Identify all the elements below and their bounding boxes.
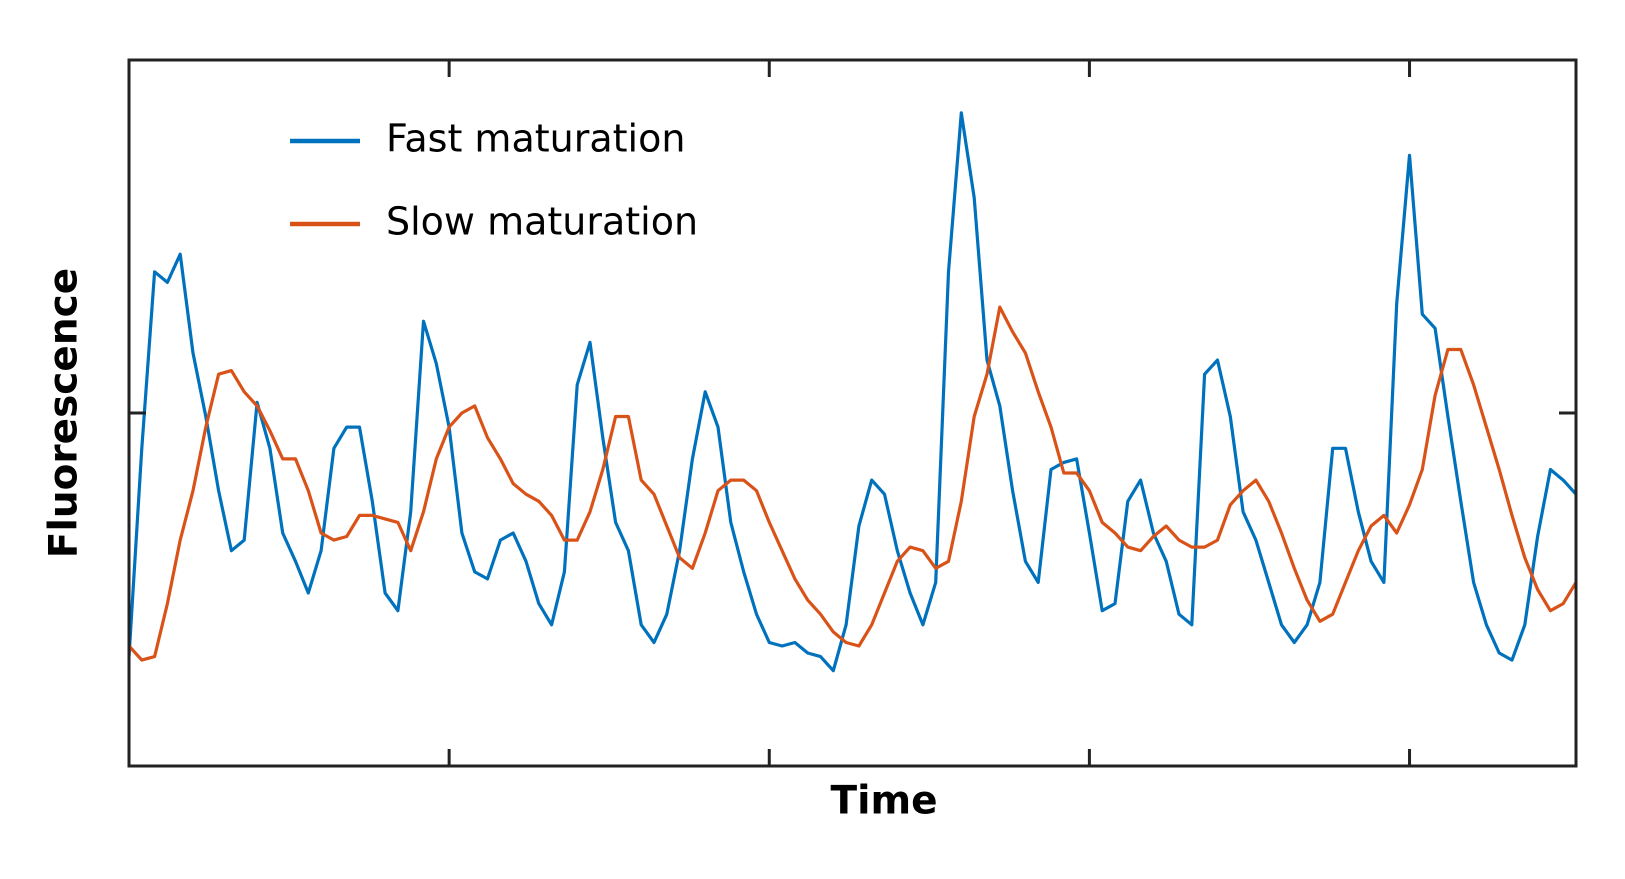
data-line — [127, 305, 1578, 662]
plot-frame — [127, 58, 1578, 768]
data-line — [127, 111, 1578, 673]
y-axis-label: Fluorescence — [42, 268, 87, 558]
legend-label: Slow maturation — [386, 200, 698, 244]
legend-label: Fast maturation — [386, 117, 685, 161]
x-axis-label: Time — [830, 779, 937, 824]
